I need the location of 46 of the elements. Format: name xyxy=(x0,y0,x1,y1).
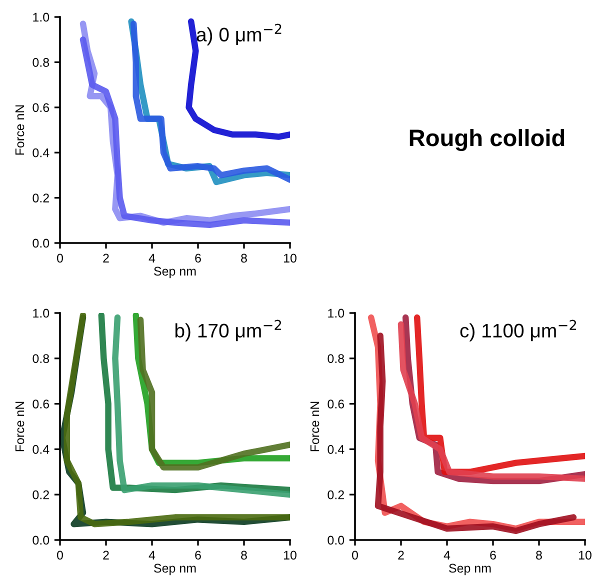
y-tick-label: 0.2 xyxy=(32,194,49,202)
y-tick-label: 1.0 xyxy=(33,308,50,318)
y-axis-title: Force nN xyxy=(15,402,24,452)
y-tick-label: 0.4 xyxy=(328,445,344,454)
y-tick-label: 0.6 xyxy=(32,103,50,112)
y-tick-label: 0.6 xyxy=(32,400,50,408)
x-axis-title: Sep nm xyxy=(154,564,196,576)
x-tick-label: 6 xyxy=(195,254,201,263)
x-tick-label: 10 xyxy=(579,550,592,560)
x-axis-title: Sep nm xyxy=(449,564,491,576)
x-tick-label: 8 xyxy=(241,550,247,560)
x-tick-label: 6 xyxy=(490,550,496,560)
chart-title: b) 170 μm$^{−2}$ xyxy=(175,320,282,342)
y-tick-label: 0.8 xyxy=(32,354,50,364)
x-tick-label: 2 xyxy=(398,550,404,560)
x-tick-label: 0 xyxy=(57,254,63,263)
y-axis-title: Force nN xyxy=(310,402,320,452)
y-tick-label: 0.2 xyxy=(32,490,49,500)
y-tick-label: 0.4 xyxy=(32,445,50,454)
y-tick-label: 0.6 xyxy=(328,400,344,408)
y-tick-label: 0.8 xyxy=(328,354,344,364)
x-tick-label: 2 xyxy=(103,254,109,262)
x-tick-label: 10 xyxy=(284,254,296,263)
text: Rough colloid xyxy=(410,128,564,152)
x-tick-label: 4 xyxy=(444,550,450,560)
x-tick-label: 6 xyxy=(195,550,201,560)
y-tick-label: 0.4 xyxy=(32,148,50,158)
x-tick-label: 4 xyxy=(148,254,156,262)
x-tick-label: 8 xyxy=(241,254,247,263)
y-tick-label: 0.8 xyxy=(32,58,50,67)
y-tick-label: 0.0 xyxy=(328,536,344,545)
x-tick-label: 0 xyxy=(57,550,63,560)
x-axis-title: Sep nm xyxy=(154,266,196,278)
x-tick-label: 0 xyxy=(352,550,358,560)
chart-title: c) 1100 μm$^{−2}$ xyxy=(460,320,576,342)
y-tick-label: 0.0 xyxy=(32,536,50,545)
x-tick-label: 4 xyxy=(148,550,156,560)
y-tick-label: 0.0 xyxy=(32,238,50,248)
y-axis-title: Force nN xyxy=(15,105,24,155)
x-tick-label: 10 xyxy=(284,550,296,560)
y-tick-label: 1.0 xyxy=(328,308,344,318)
y-tick-label: 1.0 xyxy=(33,12,50,22)
y-tick-label: 0.2 xyxy=(328,490,344,500)
x-tick-label: 2 xyxy=(103,550,109,560)
x-tick-label: 8 xyxy=(536,550,542,560)
chart-title: a) 0 μm$^{−2}$ xyxy=(196,24,282,46)
